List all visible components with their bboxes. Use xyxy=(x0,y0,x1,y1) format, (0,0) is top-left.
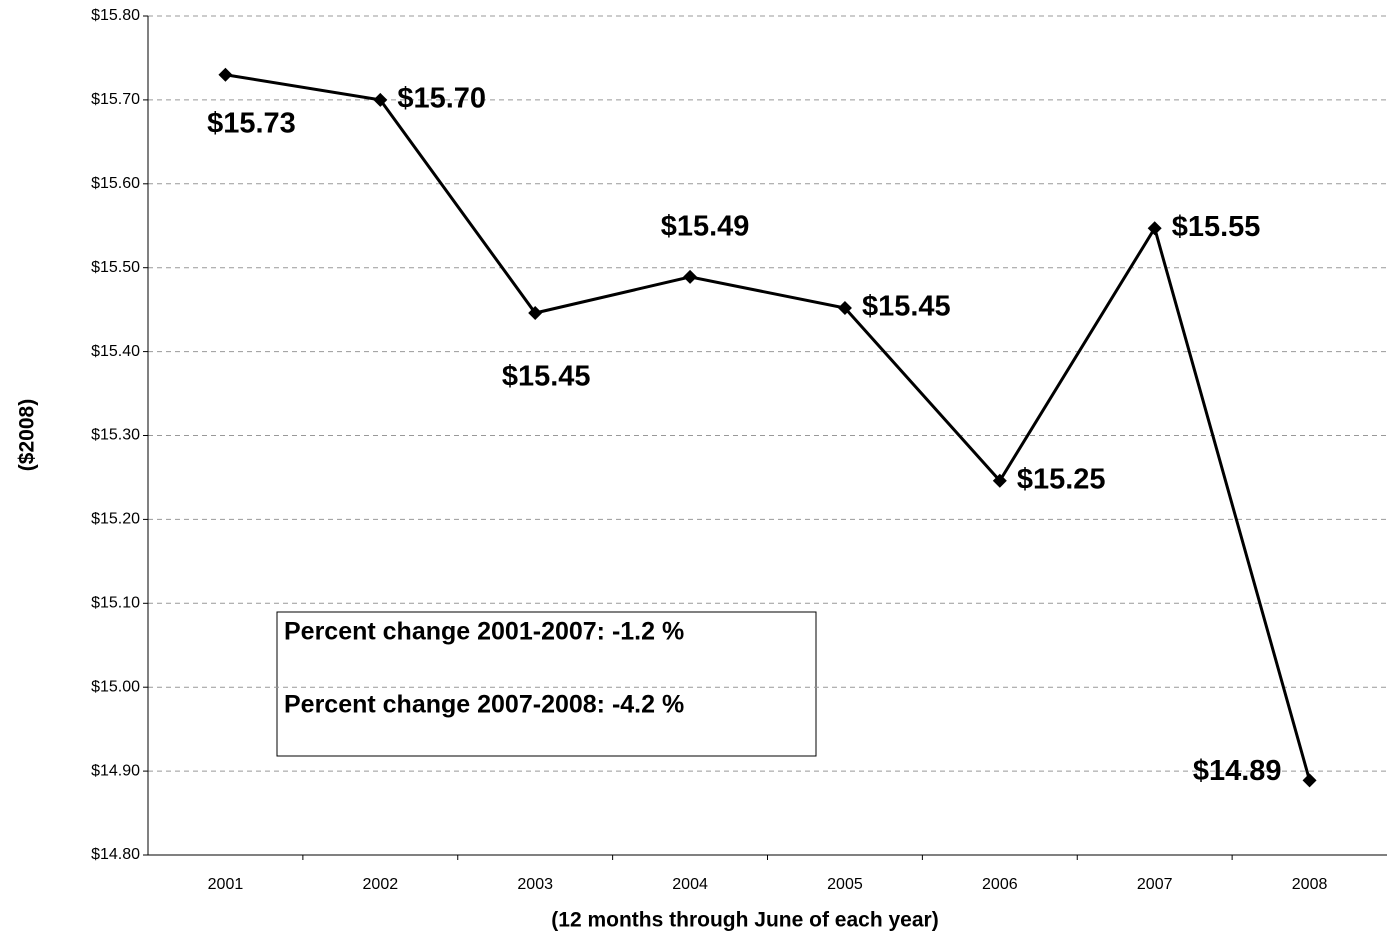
x-tick-label: 2004 xyxy=(672,876,708,893)
x-axis-title: (12 months through June of each year) xyxy=(551,909,938,932)
marker xyxy=(683,269,698,284)
x-tick-label: 2006 xyxy=(982,876,1018,893)
data-label: $15.73 xyxy=(207,107,296,139)
y-tick-label: $15.50 xyxy=(91,259,140,276)
data-label: $15.45 xyxy=(502,361,591,393)
marker xyxy=(373,92,388,107)
x-tick-label: 2002 xyxy=(363,876,399,893)
marker xyxy=(837,300,852,315)
data-label: $14.89 xyxy=(1193,755,1282,787)
data-label: $15.70 xyxy=(397,83,486,115)
data-label: $15.45 xyxy=(862,291,951,323)
y-tick-label: $15.70 xyxy=(91,91,140,108)
marker xyxy=(218,67,233,82)
y-tick-label: $15.10 xyxy=(91,595,140,612)
x-tick-label: 2003 xyxy=(517,876,553,893)
y-tick-label: $14.80 xyxy=(91,846,140,863)
marker xyxy=(992,473,1007,488)
annotation: Percent change 2001-2007: -1.2 % xyxy=(284,618,684,646)
annotation: Percent change 2007-2008: -4.2 % xyxy=(284,691,684,719)
line xyxy=(225,73,1312,781)
marker xyxy=(1302,773,1317,788)
marker xyxy=(1147,221,1162,236)
y-tick-label: $15.40 xyxy=(91,343,140,360)
y-tick-label: $15.00 xyxy=(91,678,140,695)
x-tick-label: 2005 xyxy=(827,876,863,893)
y-tick-label: $15.30 xyxy=(91,427,140,444)
x-tick-label: 2007 xyxy=(1137,876,1173,893)
y-tick-label: $15.60 xyxy=(91,175,140,192)
x-tick-label: 2001 xyxy=(208,876,244,893)
annotation-box xyxy=(276,611,817,757)
data-label: $15.55 xyxy=(1172,211,1261,243)
y-tick-label: $15.80 xyxy=(91,7,140,24)
y-tick-label: $15.20 xyxy=(91,511,140,528)
data-label: $15.49 xyxy=(661,211,750,243)
x-tick-label: 2008 xyxy=(1292,876,1328,893)
y-tick-label: $14.90 xyxy=(91,762,140,779)
y-axis-title: ($2008) xyxy=(16,399,39,471)
data-label: $15.25 xyxy=(1017,463,1106,495)
marker xyxy=(528,306,543,321)
